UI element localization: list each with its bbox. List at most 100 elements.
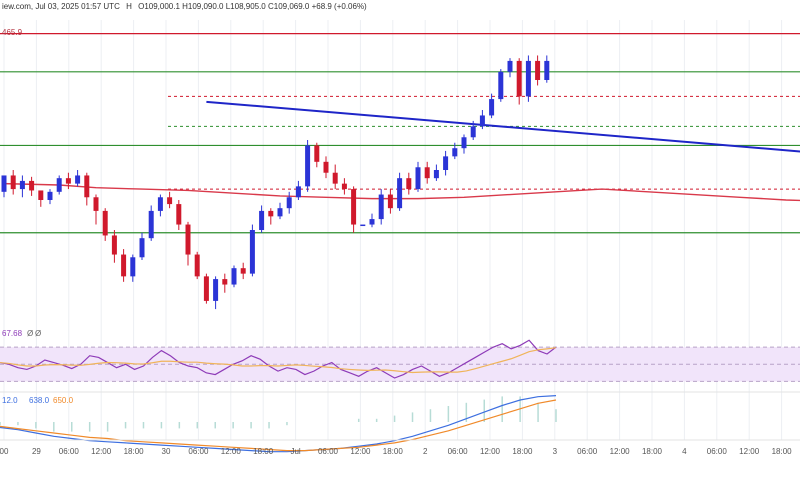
x-axis-tick: 12:00 (610, 447, 631, 456)
candle-up (1, 175, 7, 192)
bearish-trendline (206, 100, 800, 153)
x-axis-tick: Jul (290, 447, 300, 456)
candle-up (295, 186, 301, 198)
x-axis-tick: 06:00 (448, 447, 469, 456)
x-axis-tick: 12:00 (221, 447, 242, 456)
candle-up (507, 60, 513, 72)
candle-up (433, 170, 439, 179)
candle-down (102, 210, 108, 236)
macd-tag-1: 12.0 (2, 396, 18, 405)
candle-up (360, 224, 366, 227)
x-axis-tick: 18:00 (512, 447, 533, 456)
macd-line (0, 395, 557, 453)
candle-down (314, 145, 320, 162)
x-axis-tick: 2 (423, 447, 428, 456)
candle-down (323, 161, 329, 173)
x-axis-tick: 18:00 (642, 447, 663, 456)
candle-up (157, 197, 163, 211)
candle-up (479, 115, 485, 127)
rsi-line (0, 339, 557, 379)
candle-up (544, 60, 550, 80)
candle-up (139, 238, 145, 258)
candle-down (38, 190, 44, 200)
candle-up (369, 219, 375, 225)
candle-down (121, 254, 127, 277)
candle-up (470, 126, 476, 138)
header-symbol-suffix: H (126, 2, 132, 11)
candle-down (268, 210, 274, 217)
candle-down (65, 178, 71, 184)
candle-down (516, 60, 522, 97)
x-axis-tick: 06:00 (318, 447, 339, 456)
candle-down (406, 178, 412, 190)
candle-up (259, 210, 265, 230)
candle-down (341, 183, 347, 190)
header-source: iew.com, Jul 03, 2025 01:57 UTC (2, 2, 120, 11)
candle-down (29, 180, 35, 191)
candle-down (84, 175, 90, 198)
candle-down (424, 167, 430, 179)
candle-up (489, 99, 495, 116)
price-level-tag: 465.9 (2, 28, 23, 37)
candle-up (75, 175, 81, 184)
candle-up (47, 191, 53, 200)
macd-tag-2: 638.0 (29, 396, 50, 405)
candle-up (415, 167, 421, 190)
candle-down (167, 197, 173, 205)
candle-up (249, 230, 255, 274)
candle-down (332, 172, 338, 184)
x-axis-tick: 12:00 (739, 447, 760, 456)
candle-up (19, 180, 25, 190)
candle-down (185, 224, 191, 255)
rsi-tag-value: 67.68 (2, 329, 23, 338)
candle-down (93, 197, 99, 211)
rsi-ma-line (0, 347, 557, 374)
candle-up (525, 60, 531, 97)
rsi-tag-2: Ø (27, 329, 34, 338)
x-axis-tick: 06:00 (577, 447, 598, 456)
candle-up (231, 268, 237, 285)
candle-down (111, 235, 117, 255)
candle-down (351, 189, 357, 225)
candle-down (535, 60, 541, 80)
chart-header: iew.com, Jul 03, 2025 01:57 UTC H O109,0… (2, 2, 371, 11)
x-axis-tick: 18:00 (772, 447, 793, 456)
macd-tag-3: 650.0 (53, 396, 74, 405)
x-axis-tick: 06:00 (707, 447, 728, 456)
candle-up (397, 178, 403, 209)
x-axis-tick: 12:00 (350, 447, 371, 456)
candle-up (286, 197, 292, 209)
x-axis-tick: 4 (682, 447, 687, 456)
x-axis-tick: 12:00 (480, 447, 501, 456)
candle-up (213, 279, 219, 301)
rsi-tag-3: Ø (35, 329, 42, 338)
candle-up (498, 71, 504, 100)
x-axis-tick: 18:00 (253, 447, 274, 456)
candle-down (10, 175, 16, 190)
x-axis-tick: 00 (0, 447, 9, 456)
candle-up (148, 210, 154, 239)
candle-up (305, 145, 311, 187)
rsi-band (0, 347, 800, 382)
candle-down (194, 254, 200, 277)
candle-down (387, 194, 393, 209)
x-axis-tick: 29 (32, 447, 41, 456)
x-axis-tick: 06:00 (188, 447, 209, 456)
candle-up (130, 257, 136, 277)
x-axis-tick: 30 (162, 447, 171, 456)
candle-up (443, 156, 449, 170)
candle-up (56, 178, 62, 192)
x-axis-tick: 18:00 (124, 447, 145, 456)
x-axis-tick: 12:00 (91, 447, 112, 456)
candle-up (461, 137, 467, 149)
candle-up (378, 194, 384, 220)
signal-line (0, 399, 557, 452)
candle-down (222, 279, 228, 285)
header-ohlc: O109,000.1 H109,090.0 L108,905.0 C109,06… (138, 2, 367, 11)
candle-down (176, 204, 182, 225)
candle-up (277, 208, 283, 217)
x-axis-tick: 06:00 (59, 447, 80, 456)
candle-down (203, 276, 209, 301)
